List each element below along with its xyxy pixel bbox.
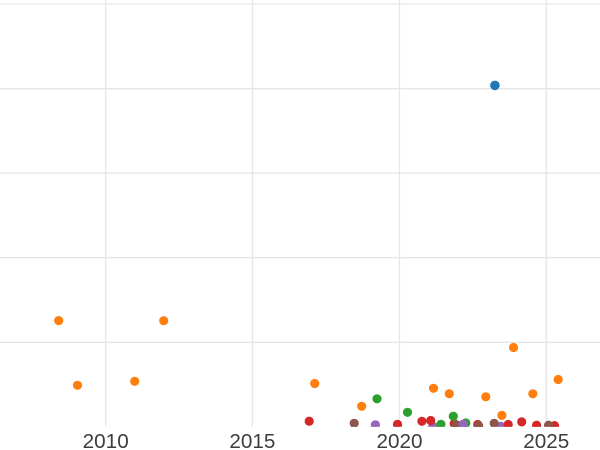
svg-text:2020: 2020 — [376, 430, 422, 450]
svg-text:2010: 2010 — [83, 430, 129, 450]
svg-text:2015: 2015 — [229, 430, 275, 450]
svg-text:2025: 2025 — [523, 430, 569, 450]
